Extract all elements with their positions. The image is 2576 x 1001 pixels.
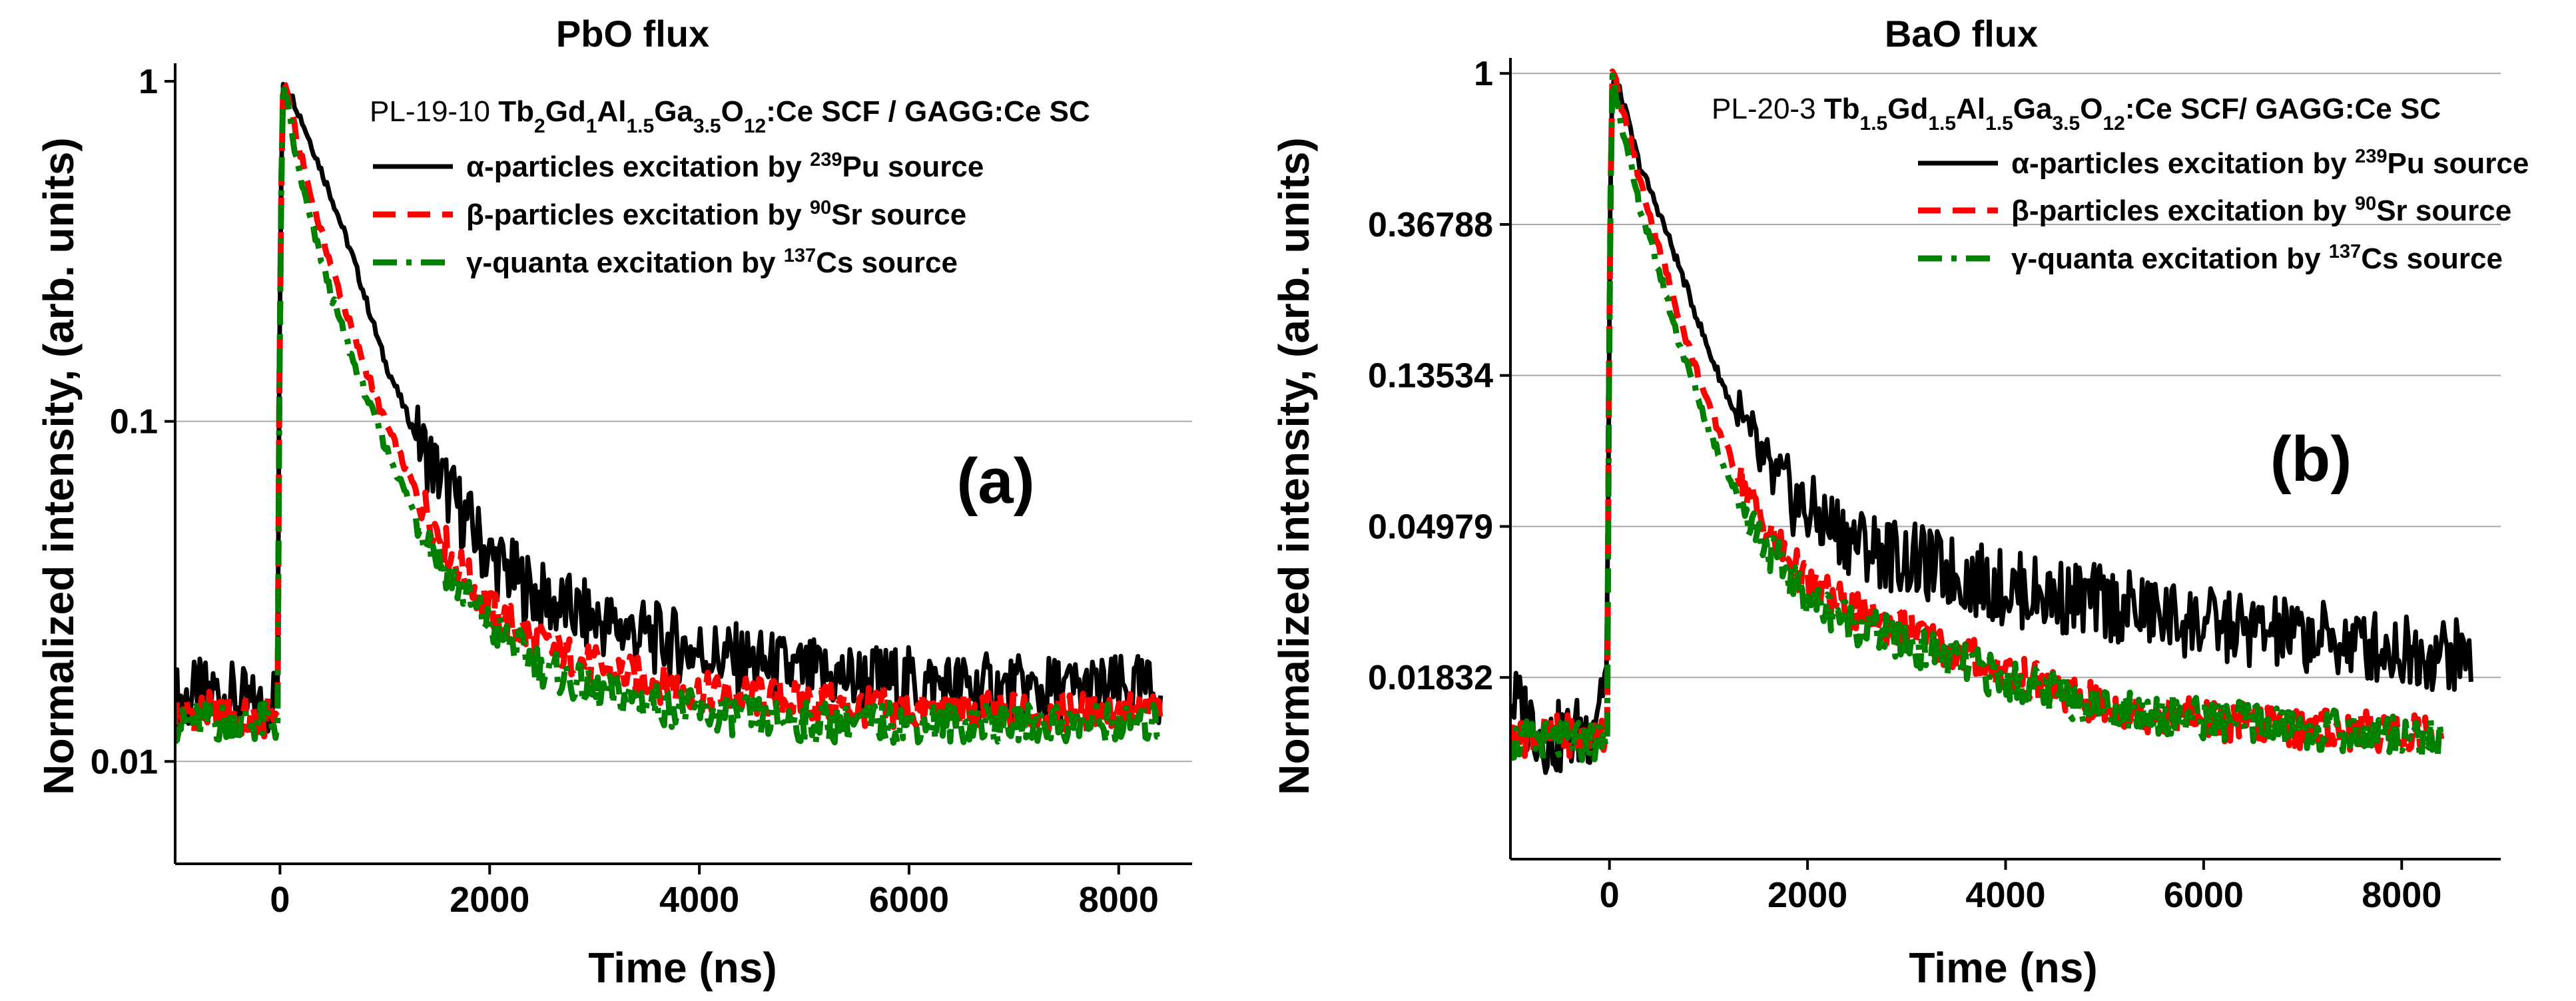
x-tick-label: 0 — [270, 880, 290, 920]
y-tick-label: 0.01832 — [1368, 659, 1493, 697]
chart-title: BaO flux — [1885, 13, 2038, 55]
x-tick-label: 4000 — [659, 880, 739, 920]
series-group — [175, 80, 1164, 746]
x-tick-label: 8000 — [1079, 880, 1159, 920]
sample-label: PL-19-10 Tb2Gd1Al1.5Ga3.5O12:Ce SCF / GA… — [370, 95, 1090, 137]
series-line-beta — [175, 80, 1164, 743]
x-tick-label: 2000 — [450, 880, 529, 920]
chart-panel-b: 1 0.36788 0.13534 0.04979 0.01832 0 2000 4000 60… — [1270, 13, 2529, 992]
panel-label: (b) — [2270, 424, 2352, 495]
y-tick-label: 0.01 — [91, 743, 158, 781]
x-tick-label: 2000 — [1768, 875, 1847, 915]
y-tick-label: 0.04979 — [1368, 507, 1493, 546]
chart-title: PbO flux — [556, 13, 709, 55]
series-group — [1510, 68, 2473, 775]
x-tick-label: 6000 — [869, 880, 949, 920]
x-tick-label: 6000 — [2164, 875, 2244, 915]
legend-label-beta: β-particles excitation by 90Sr source — [2011, 193, 2511, 227]
legend-label-alpha: α-particles excitation by 239Pu source — [2011, 146, 2529, 180]
series-line-gamma — [1510, 72, 2445, 764]
x-tick-label: 8000 — [2362, 875, 2441, 915]
x-axis-label: Time (ns) — [588, 944, 777, 992]
legend-label-beta: β-particles excitation by 90Sr source — [466, 197, 966, 231]
y-tick-label: 1 — [1474, 55, 1493, 93]
y-tick-label: 0.36788 — [1368, 206, 1493, 244]
panel-label: (a) — [956, 446, 1034, 517]
y-tick-label: 0.1 — [110, 403, 158, 442]
y-tick-label: 0.13534 — [1368, 357, 1493, 396]
x-axis-label: Time (ns) — [1909, 944, 2097, 992]
series-line-gamma — [175, 83, 1164, 746]
y-tick-label: 1 — [139, 63, 158, 101]
legend-label-gamma: γ-quanta excitation by 137Cs source — [2011, 241, 2503, 275]
legend-label-gamma: γ-quanta excitation by 137Cs source — [466, 245, 958, 279]
y-axis-label: Normalized intensity, (arb. units) — [35, 137, 83, 795]
series-line-alpha — [175, 81, 1163, 739]
legend-label-alpha: α-particles excitation by 239Pu source — [466, 149, 984, 183]
chart-panel-a: 1 0.1 0.01 0 2000 4000 6000 8000 PbO flux Time (n… — [35, 13, 1192, 992]
y-axis-label: Normalized intensity, (arb. units) — [1270, 137, 1318, 795]
series-line-alpha — [1510, 75, 2473, 775]
x-tick-label: 0 — [1600, 875, 1620, 915]
sample-label: PL-20-3 Tb1.5Gd1.5Al1.5Ga3.5O12:Ce SCF/ … — [1712, 93, 2441, 135]
x-tick-label: 4000 — [1965, 875, 2045, 915]
